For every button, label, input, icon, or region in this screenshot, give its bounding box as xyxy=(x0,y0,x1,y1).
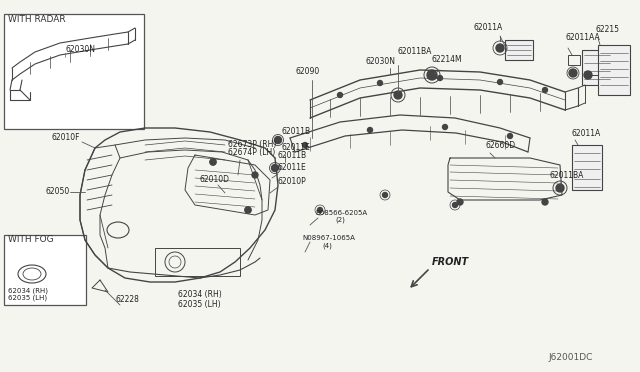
Circle shape xyxy=(367,128,372,132)
Circle shape xyxy=(210,159,216,165)
Circle shape xyxy=(394,91,402,99)
Text: 62090: 62090 xyxy=(296,67,320,77)
Bar xyxy=(505,40,533,60)
Circle shape xyxy=(569,69,577,77)
Circle shape xyxy=(210,159,216,165)
Text: WITH FOG: WITH FOG xyxy=(8,235,54,244)
Text: 62011BA: 62011BA xyxy=(550,170,584,180)
Text: 62010D: 62010D xyxy=(200,176,230,185)
Text: 62011B: 62011B xyxy=(278,151,307,160)
Text: 62011E: 62011E xyxy=(278,164,307,173)
Text: 62215: 62215 xyxy=(595,26,619,35)
Text: WITH RADAR: WITH RADAR xyxy=(8,15,66,23)
Circle shape xyxy=(252,172,258,178)
Circle shape xyxy=(542,199,548,205)
Text: 62674P (LH): 62674P (LH) xyxy=(228,148,275,157)
Bar xyxy=(4,235,86,305)
Circle shape xyxy=(584,71,592,79)
Circle shape xyxy=(337,93,342,97)
Text: 62034 (RH): 62034 (RH) xyxy=(8,288,48,294)
Text: 62011BA: 62011BA xyxy=(398,48,433,57)
Text: 62214M: 62214M xyxy=(432,55,463,64)
Text: (4): (4) xyxy=(322,243,332,249)
Circle shape xyxy=(442,125,447,129)
Circle shape xyxy=(317,208,323,212)
Text: (2): (2) xyxy=(335,217,345,223)
Text: 62660D: 62660D xyxy=(485,141,515,150)
Text: N08967-1065A: N08967-1065A xyxy=(302,235,355,241)
Bar xyxy=(582,50,612,85)
Text: 62030N: 62030N xyxy=(65,45,95,55)
Circle shape xyxy=(438,76,442,80)
Text: 62011A: 62011A xyxy=(572,128,601,138)
Text: 62011A: 62011A xyxy=(474,23,503,32)
Text: 62010P: 62010P xyxy=(278,176,307,186)
Text: 62035 (LH): 62035 (LH) xyxy=(178,299,221,308)
Text: 62673P (RH): 62673P (RH) xyxy=(228,141,276,150)
Circle shape xyxy=(457,199,463,205)
Text: 62011AA: 62011AA xyxy=(565,33,600,42)
Circle shape xyxy=(556,184,564,192)
Circle shape xyxy=(275,137,282,144)
Text: 62010F: 62010F xyxy=(52,134,81,142)
Circle shape xyxy=(383,192,387,198)
Circle shape xyxy=(427,70,437,80)
Circle shape xyxy=(271,164,278,171)
Circle shape xyxy=(543,87,547,93)
Circle shape xyxy=(496,44,504,52)
Text: 62011E: 62011E xyxy=(282,144,311,153)
Circle shape xyxy=(508,134,513,138)
Text: 62050: 62050 xyxy=(46,187,70,196)
Text: 62011B: 62011B xyxy=(282,128,311,137)
Text: 62034 (RH): 62034 (RH) xyxy=(178,291,221,299)
Bar xyxy=(572,145,602,190)
Text: 62030N: 62030N xyxy=(365,58,395,67)
Bar xyxy=(4,14,144,129)
Bar xyxy=(568,55,580,65)
Text: FRONT: FRONT xyxy=(432,257,469,267)
Circle shape xyxy=(497,80,502,84)
Circle shape xyxy=(378,80,383,86)
Text: 62228: 62228 xyxy=(115,295,139,305)
Bar xyxy=(155,248,240,276)
Circle shape xyxy=(303,142,307,148)
Circle shape xyxy=(245,207,251,213)
Text: 62035 (LH): 62035 (LH) xyxy=(8,295,47,301)
Circle shape xyxy=(452,202,458,208)
Circle shape xyxy=(245,207,251,213)
Text: J62001DC: J62001DC xyxy=(548,353,593,362)
Text: B08566-6205A: B08566-6205A xyxy=(315,210,367,216)
Bar xyxy=(598,45,630,95)
